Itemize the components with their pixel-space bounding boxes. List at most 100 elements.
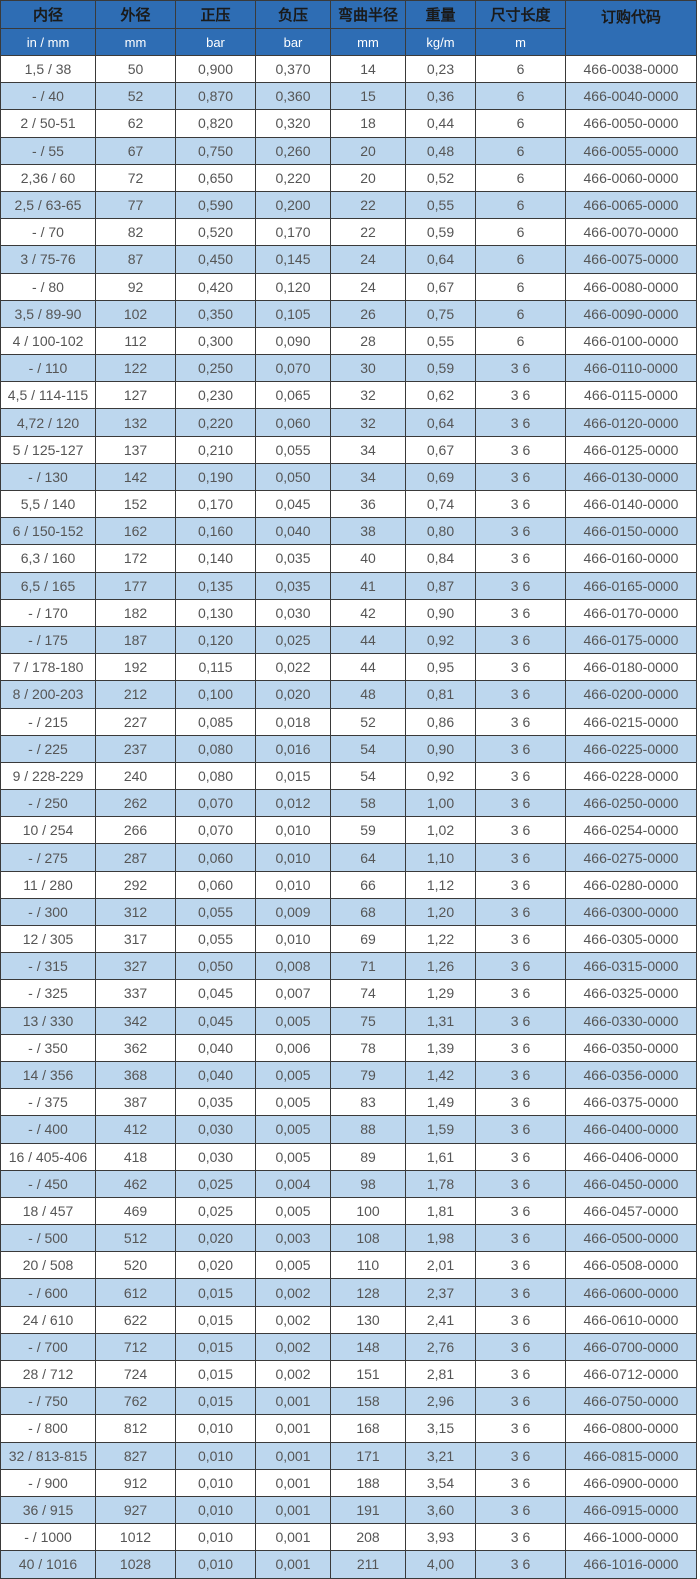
cell-negative-pressure: 0,320 (255, 109, 331, 138)
cell-positive-pressure: 0,820 (175, 109, 256, 138)
table-row: - / 175 187 0,120 0,025 44 0,92 3 6 466-0175-00… (0, 625, 697, 655)
cell-outer-diameter: 262 (95, 789, 176, 818)
cell-negative-pressure: 0,090 (255, 326, 331, 356)
cell-length: 3 6 (475, 843, 566, 872)
cell-length: 6 (475, 299, 566, 328)
cell-weight: 1,20 (405, 897, 476, 927)
table-row: - / 600 612 0,015 0,002 128 2,37 3 6 466-0600-0… (0, 1278, 697, 1307)
cell-inner-diameter: 24 / 610 (0, 1305, 96, 1334)
cell-weight: 0,67 (405, 435, 476, 464)
cell-bend-radius: 20 (330, 136, 406, 165)
table-row: 10 / 254 266 0,070 0,010 59 1,02 3 6 466-0254-0… (0, 816, 697, 845)
cell-weight: 2,81 (405, 1359, 476, 1389)
cell-weight: 1,49 (405, 1088, 476, 1117)
cell-weight: 0,64 (405, 408, 476, 437)
table-row: - / 275 287 0,060 0,010 64 1,10 3 6 466-0275-00… (0, 843, 697, 872)
cell-positive-pressure: 0,160 (175, 517, 256, 546)
cell-outer-diameter: 67 (95, 136, 176, 165)
table-row: 2 / 50-51 62 0,820 0,320 18 0,44 6 466-0050-000… (0, 109, 697, 138)
table-row: - / 55 67 0,750 0,260 20 0,48 6 466-0055-0000 (0, 136, 697, 165)
cell-negative-pressure: 0,220 (255, 163, 331, 192)
cell-bend-radius: 32 (330, 408, 406, 437)
cell-bend-radius: 40 (330, 544, 406, 573)
cell-negative-pressure: 0,008 (255, 952, 331, 981)
cell-length: 6 (475, 272, 566, 301)
cell-bend-radius: 110 (330, 1251, 406, 1280)
cell-positive-pressure: 0,420 (175, 272, 256, 301)
cell-bend-radius: 128 (330, 1278, 406, 1307)
cell-bend-radius: 88 (330, 1115, 406, 1144)
cell-length: 3 6 (475, 598, 566, 627)
cell-inner-diameter: - / 700 (0, 1332, 96, 1362)
header-weight: 重量 (405, 0, 476, 29)
unit-positive-pressure: bar (175, 28, 256, 56)
cell-outer-diameter: 227 (95, 707, 176, 736)
cell-positive-pressure: 0,045 (175, 1006, 256, 1035)
cell-positive-pressure: 0,350 (175, 299, 256, 328)
cell-positive-pressure: 0,230 (175, 381, 256, 410)
cell-negative-pressure: 0,050 (255, 462, 331, 492)
cell-positive-pressure: 0,650 (175, 163, 256, 192)
cell-weight: 1,26 (405, 952, 476, 981)
table-row: 7 / 178-180 192 0,115 0,022 44 0,95 3 6 466-018… (0, 653, 697, 682)
cell-weight: 1,02 (405, 816, 476, 845)
table-row: - / 375 387 0,035 0,005 83 1,49 3 6 466-0375-00… (0, 1088, 697, 1117)
cell-inner-diameter: 2,36 / 60 (0, 163, 96, 192)
cell-inner-diameter: - / 800 (0, 1414, 96, 1443)
cell-order-code: 466-0140-0000 (565, 489, 697, 519)
cell-positive-pressure: 0,450 (175, 245, 256, 274)
cell-bend-radius: 28 (330, 326, 406, 356)
cell-negative-pressure: 0,105 (255, 299, 331, 328)
cell-positive-pressure: 0,015 (175, 1278, 256, 1307)
cell-weight: 2,76 (405, 1332, 476, 1362)
cell-positive-pressure: 0,020 (175, 1251, 256, 1280)
cell-inner-diameter: 9 / 228-229 (0, 761, 96, 791)
cell-inner-diameter: 13 / 330 (0, 1006, 96, 1035)
cell-order-code: 466-0075-0000 (565, 245, 697, 274)
cell-weight: 0,84 (405, 544, 476, 573)
unit-outer-diameter: mm (95, 28, 176, 56)
cell-positive-pressure: 0,900 (175, 54, 256, 84)
cell-order-code: 466-0040-0000 (565, 82, 697, 111)
table-row: - / 80 92 0,420 0,120 24 0,67 6 466-0080-0000 (0, 272, 697, 301)
cell-bend-radius: 22 (330, 218, 406, 247)
cell-positive-pressure: 0,015 (175, 1332, 256, 1362)
header-inner-diameter: 内径 (0, 0, 96, 29)
cell-positive-pressure: 0,210 (175, 435, 256, 464)
cell-outer-diameter: 266 (95, 816, 176, 845)
cell-length: 3 6 (475, 870, 566, 899)
cell-inner-diameter: - / 325 (0, 979, 96, 1008)
cell-length: 3 6 (475, 1196, 566, 1226)
cell-positive-pressure: 0,250 (175, 354, 256, 383)
table-row: 11 / 280 292 0,060 0,010 66 1,12 3 6 466-0280-0… (0, 870, 697, 899)
cell-weight: 0,55 (405, 190, 476, 220)
cell-inner-diameter: - / 225 (0, 734, 96, 763)
cell-weight: 1,42 (405, 1060, 476, 1090)
cell-length: 6 (475, 245, 566, 274)
cell-inner-diameter: 20 / 508 (0, 1251, 96, 1280)
unit-inner-diameter: in / mm (0, 28, 96, 56)
cell-positive-pressure: 0,025 (175, 1169, 256, 1198)
table-row: - / 40 52 0,870 0,360 15 0,36 6 466-0040-0000 (0, 82, 697, 111)
cell-negative-pressure: 0,010 (255, 816, 331, 845)
table-row: 4 / 100-102 112 0,300 0,090 28 0,55 6 466-0100-… (0, 326, 697, 356)
cell-inner-diameter: - / 450 (0, 1169, 96, 1198)
cell-length: 3 6 (475, 897, 566, 927)
cell-positive-pressure: 0,080 (175, 734, 256, 763)
cell-order-code: 466-0350-0000 (565, 1033, 697, 1062)
cell-order-code: 466-0225-0000 (565, 734, 697, 763)
cell-outer-diameter: 62 (95, 109, 176, 138)
cell-positive-pressure: 0,300 (175, 326, 256, 356)
cell-inner-diameter: 4 / 100-102 (0, 326, 96, 356)
cell-outer-diameter: 612 (95, 1278, 176, 1307)
cell-outer-diameter: 387 (95, 1088, 176, 1117)
cell-inner-diameter: - / 80 (0, 272, 96, 301)
cell-outer-diameter: 137 (95, 435, 176, 464)
cell-order-code: 466-0065-0000 (565, 190, 697, 220)
cell-negative-pressure: 0,005 (255, 1006, 331, 1035)
cell-positive-pressure: 0,040 (175, 1033, 256, 1062)
table-row: - / 215 227 0,085 0,018 52 0,86 3 6 466-0215-00… (0, 707, 697, 736)
table-row: - / 110 122 0,250 0,070 30 0,59 3 6 466-0110-00… (0, 354, 697, 383)
cell-order-code: 466-0700-0000 (565, 1332, 697, 1362)
cell-weight: 1,59 (405, 1115, 476, 1144)
